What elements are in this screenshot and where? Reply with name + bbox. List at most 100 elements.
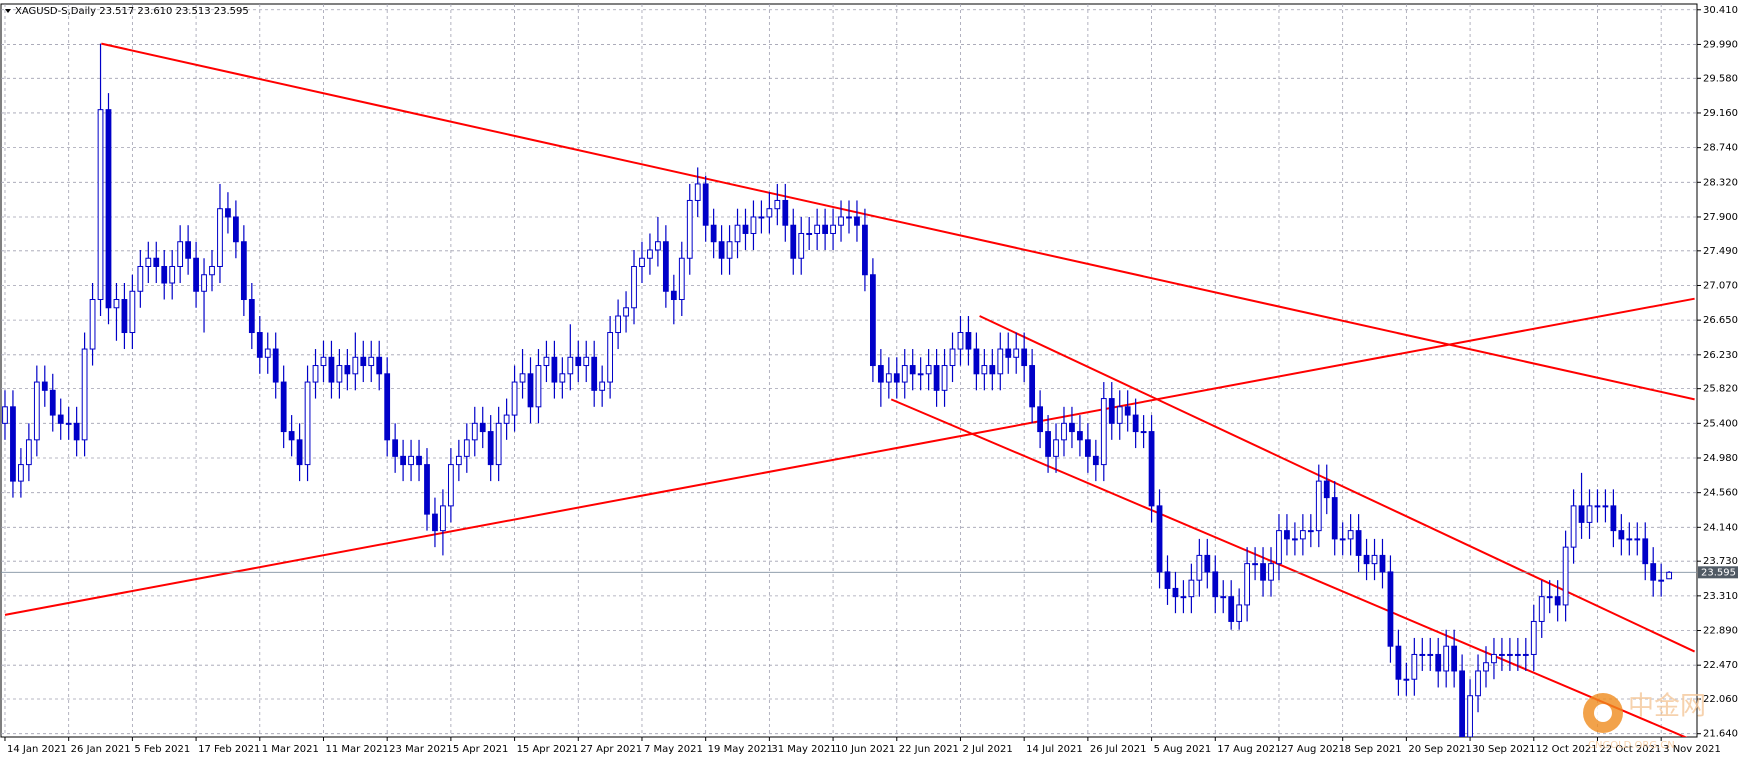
candle-body	[503, 414, 510, 424]
candle-body	[121, 299, 128, 334]
candle-body	[416, 455, 422, 466]
candle-body	[408, 455, 414, 466]
watermark-logo-inner	[1594, 704, 1612, 722]
candle-body	[161, 265, 168, 284]
candle-body	[917, 373, 924, 376]
candle-body	[57, 414, 64, 424]
candle-body	[655, 241, 661, 251]
candle-body	[1594, 505, 1601, 508]
y-tick-label: 27.900	[1703, 212, 1738, 223]
candle-body	[846, 216, 852, 219]
candle-body	[264, 348, 271, 358]
candle-body	[981, 365, 988, 375]
candle-body	[1634, 538, 1641, 541]
candle-body	[495, 422, 502, 466]
candle-body	[209, 265, 215, 276]
candle-body	[702, 183, 709, 226]
candle-body	[591, 356, 598, 391]
candle-body	[129, 290, 136, 334]
candle-body	[1355, 530, 1362, 556]
candle-body	[424, 464, 430, 515]
candle-body	[384, 373, 391, 441]
candle-body	[376, 356, 383, 375]
x-tick-label: 17 Aug 2021	[1217, 744, 1281, 755]
candle-body	[233, 216, 239, 243]
candle-body	[1116, 406, 1123, 424]
candle-body	[1236, 604, 1243, 622]
watermark-name: 中金网	[1628, 692, 1706, 722]
candle-body	[1339, 538, 1346, 541]
candle-body	[1483, 662, 1489, 672]
candle-body	[949, 348, 956, 367]
watermark: 中金网 CNGOLD.ORG.CN	[1583, 692, 1706, 751]
candle-body	[718, 241, 725, 259]
candle-body	[240, 241, 247, 301]
candle-body	[1124, 406, 1131, 416]
x-tick-label: 23 Mar 2021	[389, 744, 452, 755]
candle-body	[1196, 554, 1203, 581]
candle-body	[455, 455, 462, 466]
candle-body	[941, 365, 948, 391]
y-tick-label: 27.490	[1703, 246, 1738, 257]
y-tick-label: 29.160	[1703, 108, 1738, 119]
x-tick-label: 5 Apr 2021	[453, 744, 508, 755]
candle-body	[1069, 422, 1075, 433]
candle-body	[1172, 587, 1179, 598]
candle-body	[838, 216, 844, 226]
candle-body	[1244, 563, 1251, 606]
x-tick-label: 5 Aug 2021	[1154, 744, 1212, 755]
candle-body	[885, 373, 892, 383]
candle-body	[790, 224, 797, 259]
candle-body	[1037, 406, 1043, 433]
x-tick-label: 8 Sep 2021	[1345, 744, 1402, 755]
candle-body	[686, 199, 693, 259]
y-tick-label: 30.410	[1703, 5, 1738, 16]
candle-body	[670, 290, 677, 301]
candle-body	[694, 183, 701, 201]
candle-body	[463, 439, 470, 457]
trendlines	[1, 42, 1697, 737]
y-tick-label: 26.650	[1703, 315, 1738, 326]
y-tick-label: 28.740	[1703, 143, 1738, 154]
candle-body	[877, 365, 884, 383]
candle-body	[798, 232, 805, 259]
candle-body	[543, 356, 550, 367]
x-tick-label: 17 Feb 2021	[198, 744, 260, 755]
candle-body	[1514, 653, 1521, 656]
candle-body	[997, 348, 1004, 375]
candle-body	[344, 365, 351, 375]
candle-body	[965, 332, 972, 350]
candle-body	[217, 208, 223, 267]
candle-body	[1188, 579, 1195, 598]
candle-body	[758, 216, 765, 219]
candle-body	[487, 431, 494, 466]
chart-title: XAGUSD-S,Daily 23.517 23.610 23.513 23.5…	[15, 6, 249, 17]
candle-body	[1538, 596, 1545, 622]
candle-body	[830, 224, 836, 234]
candle-body	[734, 224, 741, 243]
candle-body	[272, 348, 279, 383]
candle-body	[631, 265, 637, 309]
candle-body	[256, 332, 263, 358]
candle-body	[73, 422, 80, 441]
trendline	[890, 398, 1688, 737]
candle-body	[1491, 653, 1497, 664]
x-tick-label: 3 Nov 2021	[1663, 744, 1721, 755]
candle-body	[1546, 596, 1553, 599]
x-tick-label: 2 Jul 2021	[962, 744, 1012, 755]
y-tick-label: 25.820	[1703, 384, 1738, 395]
candle-body	[535, 365, 542, 408]
candle-body	[1363, 554, 1370, 565]
watermark-site: CNGOLD.ORG.CN	[1588, 740, 1675, 751]
candle-body	[1506, 653, 1513, 656]
candle-body	[1626, 538, 1633, 541]
candle-body	[774, 199, 781, 210]
candle-body	[225, 208, 231, 218]
x-tick-label: 10 Jun 2021	[835, 744, 895, 755]
candle-body	[352, 356, 359, 375]
x-tick-label: 22 Oct 2021	[1599, 744, 1661, 755]
y-tick-label: 28.320	[1703, 177, 1738, 188]
candle-body	[1443, 645, 1450, 672]
candle-body	[551, 356, 558, 383]
x-tick-label: 15 Apr 2021	[517, 744, 579, 755]
